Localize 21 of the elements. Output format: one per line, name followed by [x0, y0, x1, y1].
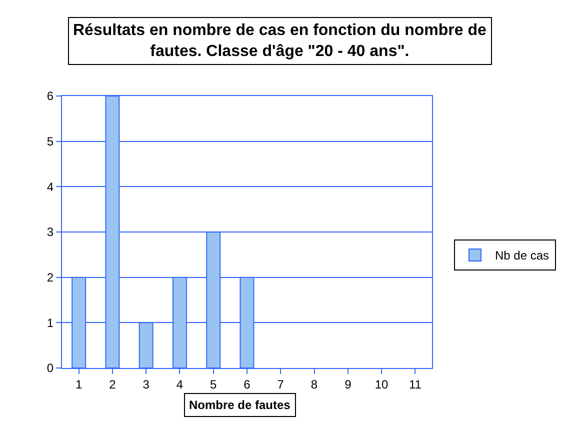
chart-title: Résultats en nombre de cas en fonction du nombre de fautes. Classe d'âge "20 - 40 ans". — [73, 22, 486, 60]
x-tick-label: 10 — [374, 377, 389, 392]
y-tick-label: 0 — [46, 361, 54, 376]
y-tick-label: 6 — [46, 89, 54, 104]
legend-label: Nb de cas — [495, 248, 550, 263]
x-tick-label: 11 — [408, 377, 422, 392]
y-tick-label: 4 — [46, 180, 54, 194]
x-tick-label: 6 — [244, 377, 251, 392]
x-tick-label: 8 — [310, 377, 318, 392]
y-tick-label: 1 — [46, 316, 54, 330]
x-tick-label: 5 — [210, 377, 218, 392]
x-tick-label: 2 — [109, 377, 116, 392]
x-tick-label: 9 — [344, 377, 352, 392]
y-tick-label: 3 — [46, 225, 54, 240]
x-tick-label: 4 — [176, 377, 184, 392]
y-tick-label: 5 — [46, 134, 54, 149]
y-tick-label: 2 — [46, 270, 54, 285]
x-axis-title: Nombre de fautes — [189, 398, 291, 412]
x-tick-label: 3 — [142, 377, 150, 392]
x-tick-label: 1 — [75, 377, 82, 392]
x-tick-label: 7 — [277, 377, 284, 392]
